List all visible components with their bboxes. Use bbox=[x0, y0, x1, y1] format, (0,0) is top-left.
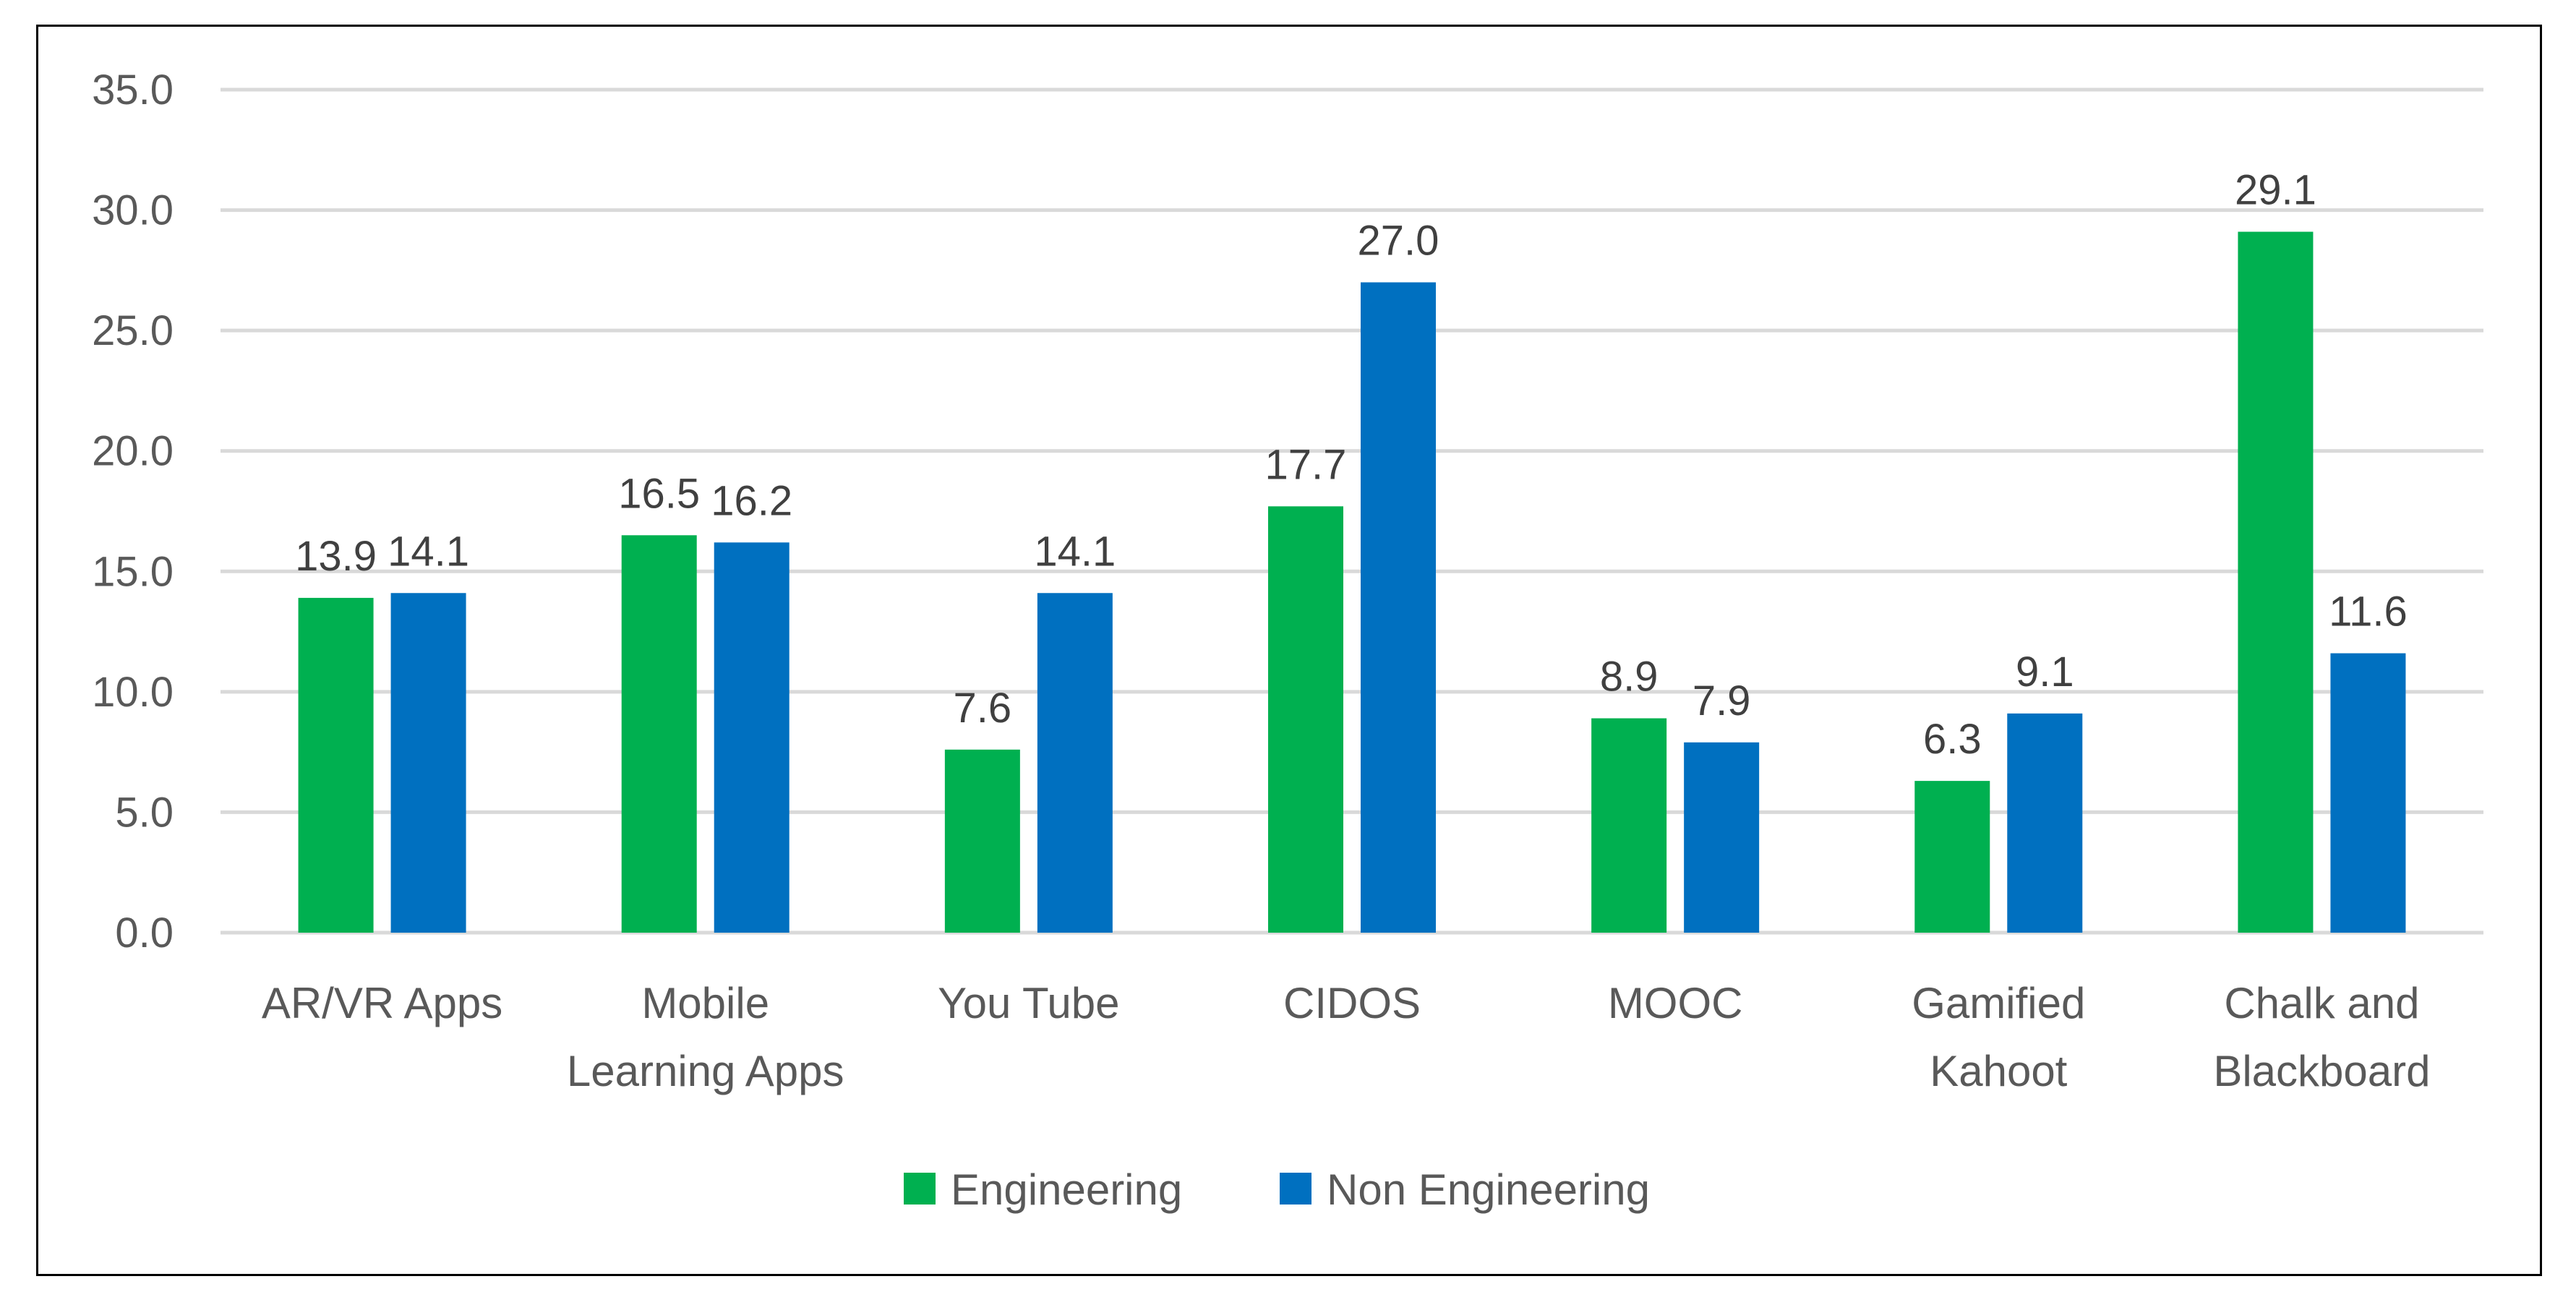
x-category-label: CIDOS bbox=[1283, 979, 1421, 1027]
y-tick-label: 30.0 bbox=[92, 187, 174, 234]
data-label-engineering: 16.5 bbox=[618, 470, 700, 517]
y-axis-ticks: 0.0 5.0 10.0 15.0 20.0 25.0 30.0 35.0 bbox=[92, 67, 174, 957]
legend: Engineering Non Engineering bbox=[904, 1165, 1650, 1214]
y-tick-label: 10.0 bbox=[92, 669, 174, 716]
bar-engineering bbox=[1268, 506, 1343, 933]
y-tick-label: 35.0 bbox=[92, 67, 174, 114]
y-tick-label: 20.0 bbox=[92, 428, 174, 475]
bar-non-engineering bbox=[390, 593, 466, 933]
bar-non-engineering bbox=[1361, 282, 1436, 933]
data-labels: 13.9 14.116.5 16.27.614.117.727.08.97.96.3… bbox=[295, 167, 2408, 763]
data-label-engineering: 6.3 bbox=[1923, 716, 1982, 763]
x-category-label: Gamified bbox=[1912, 979, 2085, 1027]
bar-engineering bbox=[621, 535, 697, 933]
x-category-label: Blackboard bbox=[2213, 1047, 2430, 1095]
legend-label-non-engineering: Non Engineering bbox=[1327, 1165, 1650, 1214]
bar-engineering bbox=[1914, 781, 1990, 933]
data-label-non-engineering: 7.9 bbox=[1693, 677, 1751, 724]
x-category-label: Kahoot bbox=[1930, 1047, 2067, 1095]
data-label-engineering: 13.9 bbox=[295, 533, 377, 580]
bar-engineering bbox=[944, 749, 1020, 933]
x-category-label: MOOC bbox=[1608, 979, 1743, 1027]
legend-swatch-engineering bbox=[904, 1173, 936, 1205]
bar-engineering bbox=[298, 597, 374, 933]
y-tick-label: 25.0 bbox=[92, 307, 174, 354]
x-category-label: You Tube bbox=[938, 979, 1119, 1027]
legend-label-engineering: Engineering bbox=[951, 1165, 1182, 1214]
x-category-label: Chalk and bbox=[2224, 979, 2419, 1027]
data-label-non-engineering: 14.1 bbox=[1034, 528, 1116, 575]
bar-non-engineering bbox=[1684, 742, 1760, 933]
bar-engineering bbox=[2238, 231, 2314, 933]
x-category-label: Mobile bbox=[641, 979, 769, 1027]
data-label-engineering: 8.9 bbox=[1600, 654, 1659, 701]
data-label-non-engineering: 27.0 bbox=[1358, 218, 1439, 265]
data-label-engineering: 17.7 bbox=[1265, 441, 1347, 488]
bar-non-engineering bbox=[714, 542, 790, 933]
x-category-label: AR/VR Apps bbox=[262, 979, 503, 1027]
bars bbox=[298, 231, 2406, 933]
y-tick-label: 5.0 bbox=[115, 789, 174, 836]
x-category-label: Learning Apps bbox=[567, 1047, 844, 1095]
data-label-engineering: 7.6 bbox=[954, 685, 1012, 732]
data-label-non-engineering: 16.2 bbox=[711, 477, 792, 524]
data-label-non-engineering: 14.1 bbox=[388, 528, 469, 575]
y-tick-label: 15.0 bbox=[92, 548, 174, 595]
data-label-engineering: 29.1 bbox=[2235, 167, 2316, 214]
data-label-non-engineering: 9.1 bbox=[2016, 649, 2074, 696]
bar-non-engineering bbox=[2330, 653, 2406, 933]
legend-swatch-non-engineering bbox=[1280, 1173, 1311, 1205]
data-label-non-engineering: 11.6 bbox=[2329, 589, 2408, 636]
gridlines bbox=[221, 87, 2483, 935]
x-axis-categories: AR/VR Apps Mobile Learning Apps You Tube CID… bbox=[262, 979, 2431, 1095]
bar-non-engineering bbox=[1037, 593, 1113, 933]
bar-engineering bbox=[1591, 718, 1667, 933]
y-tick-label: 0.0 bbox=[115, 910, 174, 957]
bar-non-engineering bbox=[2007, 713, 2083, 933]
